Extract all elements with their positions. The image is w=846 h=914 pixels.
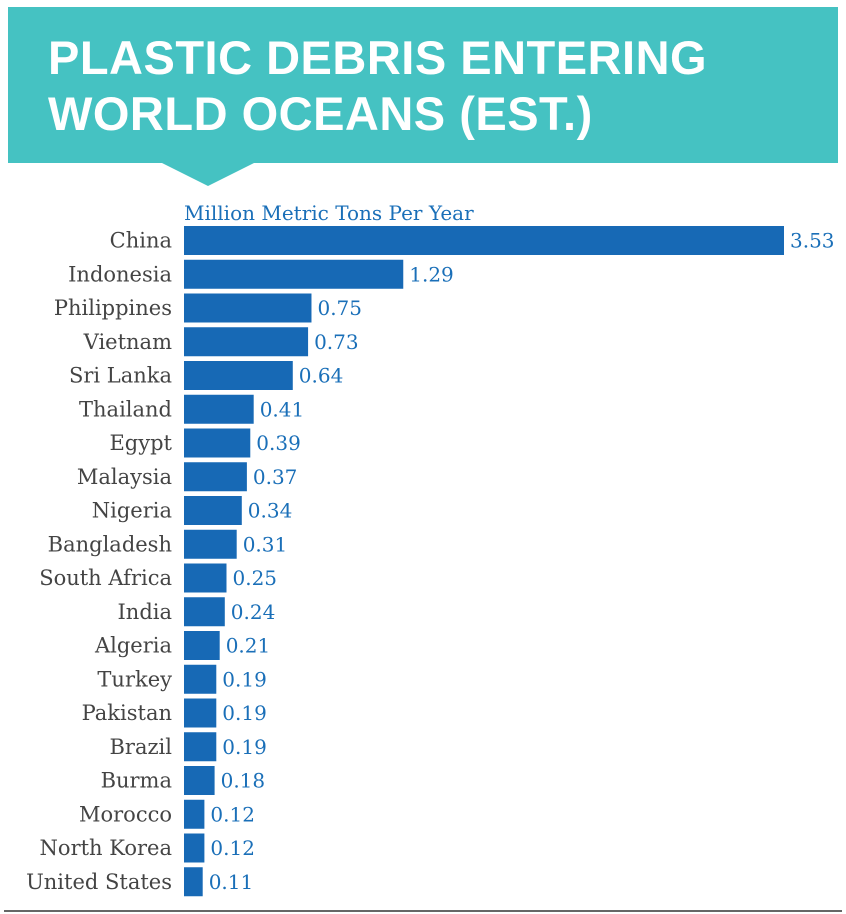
- bar-north-korea: [184, 833, 205, 863]
- category-label: Egypt: [109, 431, 172, 455]
- bar-egypt: [184, 428, 251, 458]
- category-label: Philippines: [54, 296, 172, 320]
- value-label: 0.18: [221, 769, 266, 793]
- unit-label: Million Metric Tons Per Year: [184, 201, 474, 225]
- value-label: 0.34: [248, 499, 293, 523]
- value-label: 0.19: [222, 701, 267, 725]
- category-label: Algeria: [94, 634, 172, 658]
- value-label: 0.75: [317, 296, 362, 320]
- value-label: 0.41: [260, 397, 305, 421]
- value-label: 0.12: [210, 836, 255, 860]
- value-label: 0.73: [314, 330, 359, 354]
- bar-thailand: [184, 394, 254, 424]
- value-label: 0.19: [222, 735, 267, 759]
- category-label: Vietnam: [83, 330, 172, 354]
- category-label: India: [118, 600, 173, 624]
- category-label: Thailand: [79, 397, 172, 421]
- bar-india: [184, 597, 225, 627]
- bar-nigeria: [184, 496, 242, 525]
- value-label: 0.31: [243, 532, 288, 556]
- value-label: 0.25: [232, 566, 277, 590]
- category-label: South Africa: [39, 566, 172, 590]
- category-label: North Korea: [40, 836, 172, 860]
- bar-morocco: [184, 799, 205, 829]
- bar-sri-lanka: [184, 361, 293, 390]
- category-label: Burma: [101, 769, 172, 793]
- value-label: 1.29: [409, 262, 454, 286]
- bar-bangladesh: [184, 529, 237, 559]
- bar-south-africa: [184, 563, 227, 593]
- chart-title-line-1: PLASTIC DEBRIS ENTERING: [48, 31, 708, 84]
- bar-indonesia: [184, 259, 404, 289]
- value-label: 0.21: [226, 634, 271, 658]
- value-label: 0.39: [256, 431, 301, 455]
- value-label: 0.19: [222, 667, 267, 691]
- chart-title-line-2: WORLD OCEANS (EST.): [48, 87, 593, 140]
- category-label: China: [110, 229, 172, 253]
- bar-malaysia: [184, 462, 247, 492]
- value-label: 0.37: [253, 465, 298, 489]
- bars-group: China 3.53 Indonesia 1.29 Philippines 0.75 Vie…: [26, 226, 835, 897]
- bar-vietnam: [184, 327, 309, 357]
- bar-algeria: [184, 631, 220, 660]
- bar-turkey: [184, 664, 217, 694]
- bar-pakistan: [184, 698, 217, 728]
- title-banner: [8, 7, 838, 163]
- category-label: Morocco: [79, 802, 172, 826]
- chart-title: PLASTIC DEBRIS ENTERING WORLD OCEANS (ES…: [48, 30, 828, 142]
- category-label: United States: [26, 870, 172, 894]
- category-label: Malaysia: [77, 465, 172, 489]
- category-label: Turkey: [97, 667, 172, 691]
- value-label: 0.24: [231, 600, 276, 624]
- value-label: 3.53: [790, 229, 835, 253]
- bar-united-states: [184, 867, 203, 897]
- value-label: 0.64: [299, 364, 344, 388]
- category-label: Pakistan: [82, 701, 172, 725]
- bar-philippines: [184, 293, 312, 323]
- bar-china: [184, 226, 784, 255]
- bar-burma: [184, 766, 215, 795]
- banner-pointer: [160, 162, 256, 186]
- category-label: Brazil: [110, 735, 173, 759]
- bar-brazil: [184, 732, 217, 762]
- value-label: 0.11: [209, 870, 254, 894]
- category-label: Bangladesh: [48, 532, 172, 556]
- category-label: Nigeria: [92, 499, 172, 523]
- category-label: Sri Lanka: [69, 364, 172, 388]
- value-label: 0.12: [210, 802, 255, 826]
- category-label: Indonesia: [68, 262, 172, 286]
